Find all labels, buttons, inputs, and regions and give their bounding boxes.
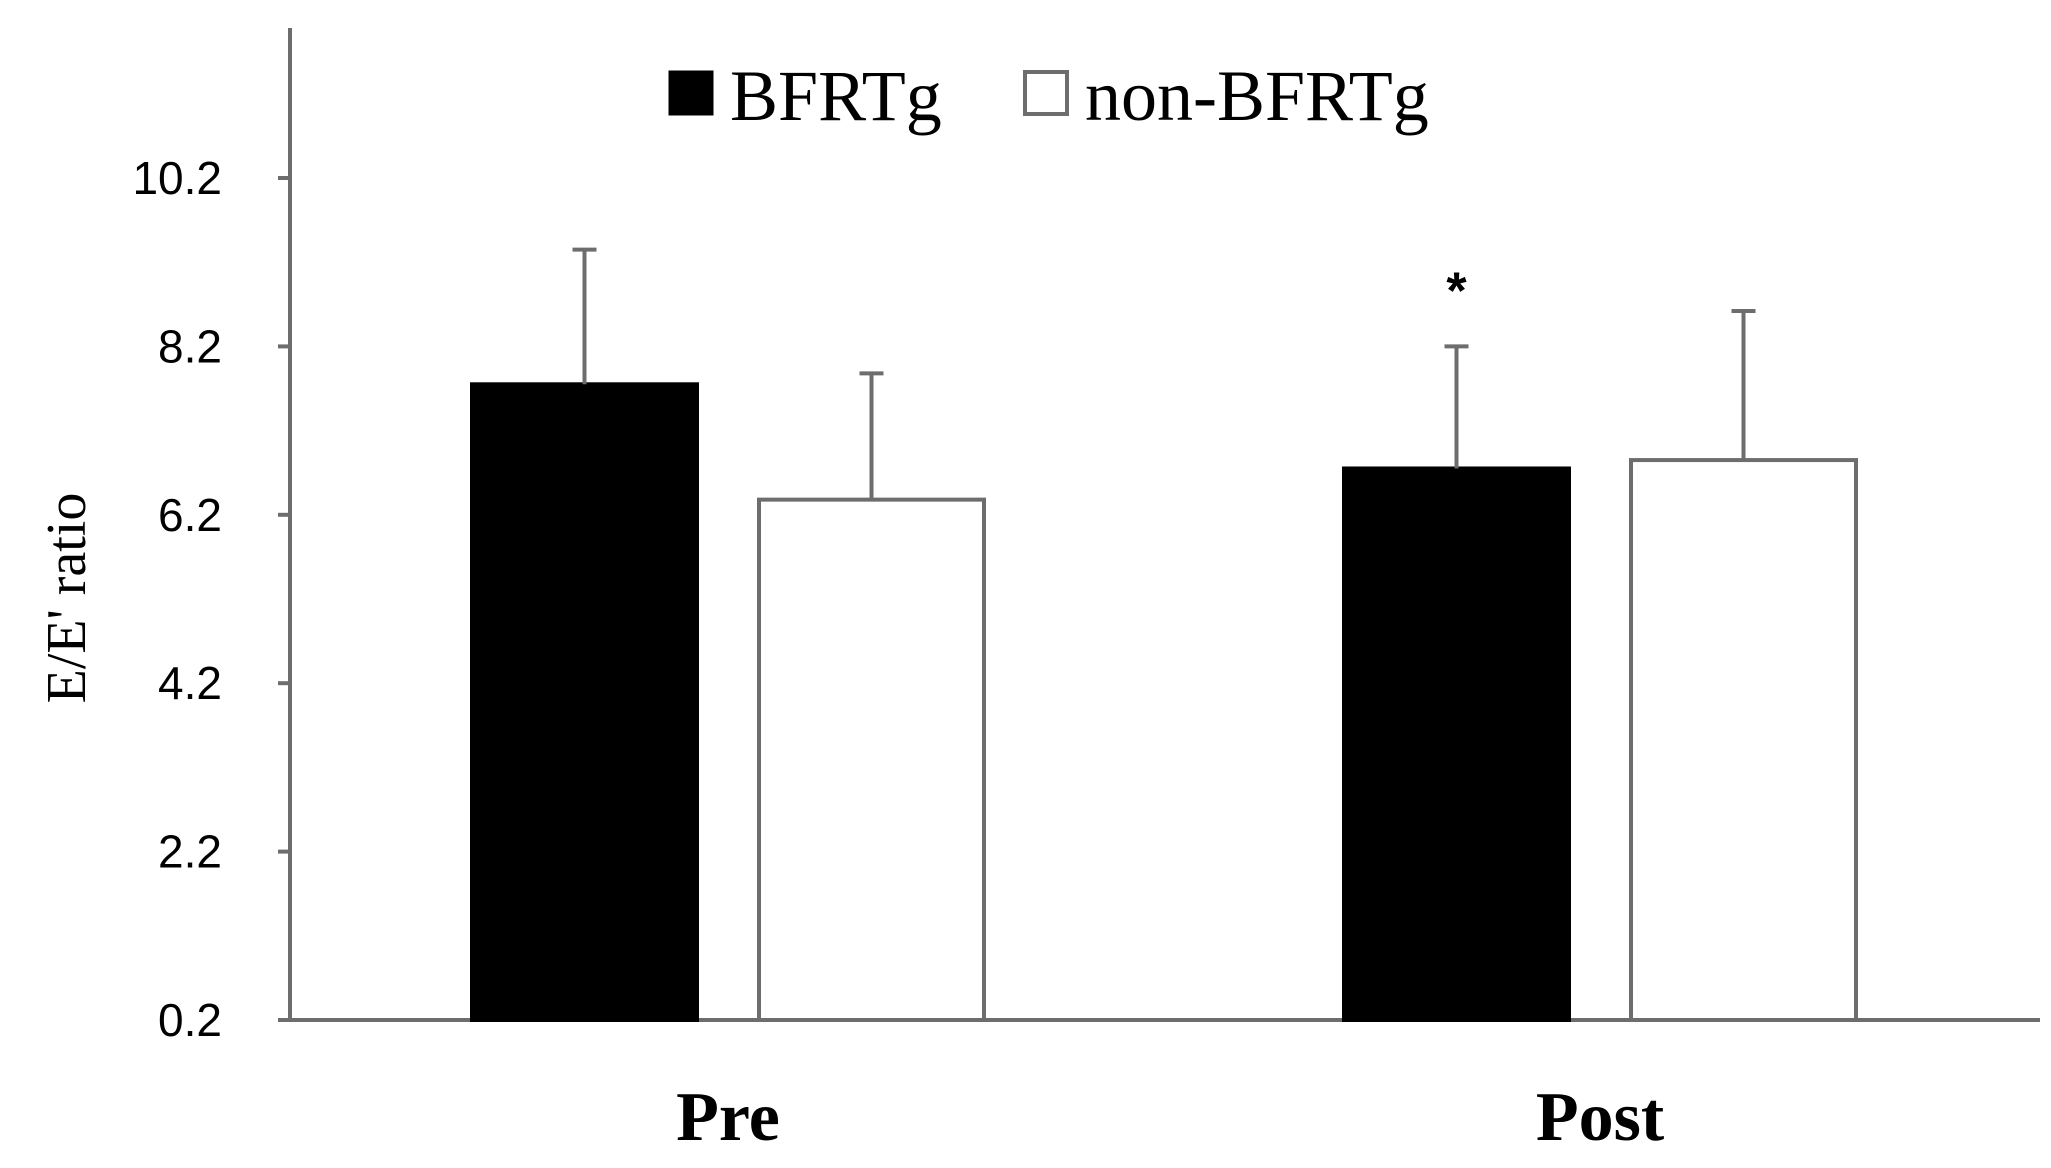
- y-axis-label: E/E' ratio: [36, 493, 98, 704]
- legend: BFRTg non-BFRTg: [668, 56, 1429, 136]
- y-tick-label-1: 2.2: [158, 826, 222, 878]
- x-category-label-post: Post: [1536, 1079, 1664, 1156]
- y-tick-label-0: 0.2: [158, 994, 222, 1046]
- y-tick-label-4: 8.2: [158, 320, 222, 372]
- significance-marker: *: [1446, 262, 1467, 320]
- legend-label-non-bfrtg: non-BFRTg: [1085, 56, 1429, 136]
- plot-area: 0.2 2.2 4.2 6.2 8.2 10.2 Pre * Post: [132, 28, 2040, 1156]
- bar-non-bfrtg-pre: [757, 497, 986, 1023]
- bar-non-bfrtg-post: [1629, 458, 1858, 1022]
- x-category-label-pre: Pre: [676, 1079, 780, 1156]
- legend-label-bfrtg: BFRTg: [730, 56, 942, 136]
- y-tick-label-5: 10.2: [132, 152, 222, 204]
- legend-swatch-bfrtg: [668, 70, 714, 116]
- legend-swatch-non-bfrtg: [1023, 70, 1069, 116]
- y-tick-label-2: 4.2: [158, 657, 222, 709]
- y-tick-label-3: 6.2: [158, 489, 222, 541]
- bar-bfrtg-post: [1342, 466, 1571, 1022]
- bar-bfrtg-pre: [470, 382, 699, 1023]
